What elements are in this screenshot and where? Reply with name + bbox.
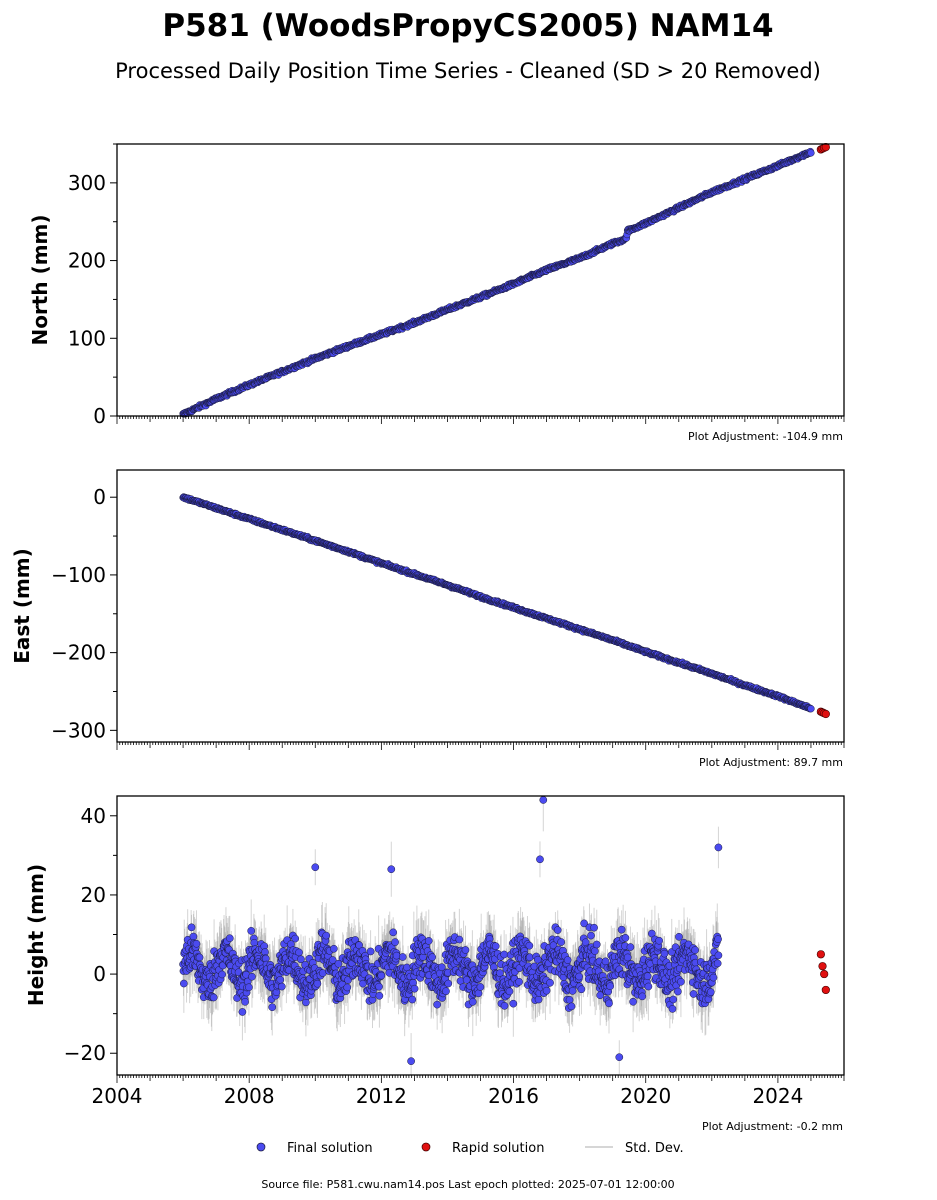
rapid-solution-point bbox=[821, 143, 830, 152]
final-solution-point bbox=[189, 932, 198, 941]
y-tick-label: 0 bbox=[93, 404, 106, 428]
final-solution-point bbox=[468, 998, 477, 1006]
final-solution-point bbox=[807, 149, 815, 157]
final-solution-point bbox=[277, 982, 286, 991]
chart-subtitle: Processed Daily Position Time Series - C… bbox=[115, 59, 821, 83]
north-panel: 0 100 200 300 North (mm) Plot Adjustment: -… bbox=[28, 143, 845, 443]
east-panel: −300 −200 −100 0 East (mm) Plot Adjustment:… bbox=[10, 469, 845, 769]
y-tick-label: −300 bbox=[51, 718, 106, 742]
final-solution-point bbox=[268, 1003, 277, 1012]
east-ticks: −300 −200 −100 0 bbox=[51, 485, 845, 750]
final-solution-point bbox=[295, 948, 303, 957]
final-solution-point bbox=[247, 927, 256, 935]
final-solution-point bbox=[322, 931, 331, 940]
final-solution-point bbox=[442, 987, 450, 996]
final-solution-point bbox=[250, 938, 259, 947]
final-solution-point bbox=[455, 935, 464, 944]
y-tick-label: 0 bbox=[93, 485, 106, 509]
final-solution-point bbox=[248, 972, 256, 981]
east-points bbox=[179, 493, 830, 719]
y-tick-label: 300 bbox=[68, 171, 106, 195]
east-ylabel: East (mm) bbox=[10, 548, 34, 664]
final-solution-point bbox=[245, 983, 253, 992]
final-solution-point bbox=[241, 997, 249, 1006]
final-solution-point bbox=[366, 947, 375, 956]
north-ylabel: North (mm) bbox=[28, 214, 52, 345]
y-tick-label: 100 bbox=[68, 326, 106, 350]
y-tick-label: −200 bbox=[51, 641, 106, 665]
final-solution-point bbox=[238, 1008, 247, 1016]
final-solution-point bbox=[424, 937, 433, 945]
final-solution-point bbox=[398, 953, 407, 961]
rapid-solution-point bbox=[821, 709, 830, 719]
final-solution-point bbox=[187, 923, 196, 932]
final-solution-point bbox=[180, 979, 188, 988]
final-solution-point bbox=[209, 993, 218, 1002]
north-ticks: 0 100 200 300 bbox=[68, 143, 845, 428]
final-solution-point bbox=[330, 944, 338, 953]
final-solution-point bbox=[410, 984, 419, 993]
final-solution-point bbox=[433, 1000, 442, 1009]
final-solution-point bbox=[343, 983, 352, 992]
final-solution-point bbox=[476, 983, 485, 991]
north-points bbox=[179, 143, 830, 418]
final-solution-point bbox=[389, 928, 398, 937]
final-solution-point bbox=[375, 982, 383, 991]
final-solution-point bbox=[391, 938, 399, 946]
y-tick-label: −100 bbox=[51, 563, 106, 587]
final-solution-point bbox=[195, 953, 204, 962]
final-solution-point bbox=[461, 946, 470, 954]
final-solution-point bbox=[377, 971, 386, 980]
final-solution-point bbox=[291, 934, 300, 943]
final-solution-point bbox=[408, 995, 417, 1004]
final-solution-point bbox=[218, 970, 226, 979]
north-adjustment: Plot Adjustment: -104.9 mm bbox=[688, 430, 843, 443]
y-tick-label: 200 bbox=[68, 249, 106, 273]
chart-title: P581 (WoodsPropyCS2005) NAM14 bbox=[162, 8, 773, 44]
final-solution-point bbox=[444, 979, 453, 988]
final-solution-point bbox=[807, 705, 815, 713]
final-solution-point bbox=[428, 953, 437, 962]
final-solution-point bbox=[375, 991, 384, 1000]
final-solution-point bbox=[192, 939, 201, 948]
final-solution-point bbox=[276, 975, 285, 984]
final-solution-point bbox=[474, 989, 483, 998]
height-std-dev-bars bbox=[182, 796, 719, 1075]
final-solution-point bbox=[313, 979, 322, 988]
final-solution-point bbox=[225, 934, 234, 943]
east-adjustment: Plot Adjustment: 89.7 mm bbox=[699, 756, 843, 769]
